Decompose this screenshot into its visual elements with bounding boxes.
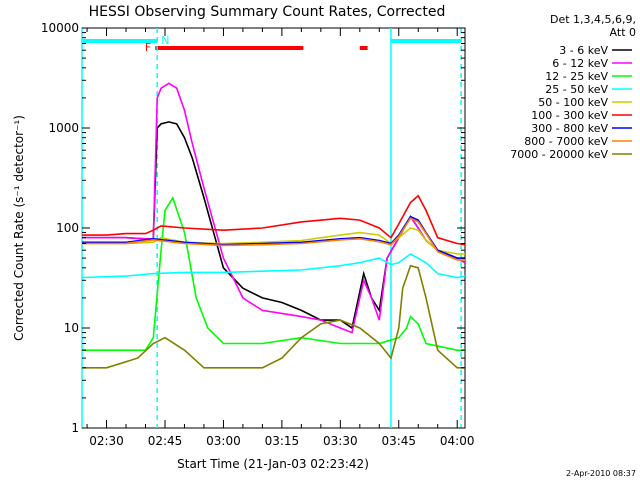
- y-tick-label: 10000: [41, 21, 79, 35]
- timestamp: 2-Apr-2010 08:37: [566, 469, 636, 478]
- y-tick-label: 1: [71, 421, 79, 435]
- legend-label: 100 - 300 keV: [531, 109, 608, 122]
- x-axis: 02:30 02:45 03:00 03:15 03:30 03:45 04:00: [86, 28, 475, 448]
- legend-label: 3 - 6 keV: [559, 44, 608, 57]
- y-tick-label: 10: [64, 321, 79, 335]
- series-line: [82, 264, 465, 369]
- series-line: [82, 227, 465, 255]
- x-tick-label: 03:15: [265, 434, 300, 448]
- flag-label-n: N: [161, 34, 169, 47]
- y-axis-label: Corrected Count Rate (s⁻¹ detector⁻¹): [12, 115, 26, 341]
- legend-header-1: Det 1,3,4,5,6,9,: [550, 13, 636, 26]
- x-tick-label: 02:30: [89, 434, 124, 448]
- series-line: [81, 253, 466, 279]
- x-axis-label: Start Time (21-Jan-03 02:23:42): [177, 457, 369, 471]
- chart-title: HESSI Observing Summary Count Rates, Cor…: [89, 4, 446, 20]
- series-layer: [81, 82, 466, 369]
- y-axis: 1 10 100 1000 10000: [41, 21, 465, 435]
- x-tick-label: 03:45: [381, 434, 416, 448]
- flag-label-f: F: [145, 41, 151, 54]
- legend-label: 12 - 25 keV: [545, 70, 608, 83]
- legend-header-2: Att 0: [610, 26, 636, 39]
- x-tick-label: 04:00: [440, 434, 475, 448]
- series-line: [82, 194, 466, 246]
- plot-area: [81, 27, 466, 429]
- legend-label: 7000 - 20000 keV: [510, 148, 608, 161]
- legend-label: 50 - 100 keV: [538, 96, 608, 109]
- x-tick-label: 03:30: [323, 434, 358, 448]
- legend-label: 25 - 50 keV: [545, 83, 608, 96]
- series-line: [82, 217, 465, 261]
- y-tick-label: 100: [56, 221, 79, 235]
- flag-bars: FN: [82, 34, 462, 54]
- x-tick-label: 03:00: [206, 434, 241, 448]
- series-line: [82, 196, 465, 352]
- legend-label: 800 - 7000 keV: [524, 135, 608, 148]
- x-tick-label: 02:45: [148, 434, 183, 448]
- y-tick-label: 1000: [48, 121, 79, 135]
- legend-label: 300 - 800 keV: [531, 122, 608, 135]
- legend-label: 6 - 12 keV: [552, 57, 608, 70]
